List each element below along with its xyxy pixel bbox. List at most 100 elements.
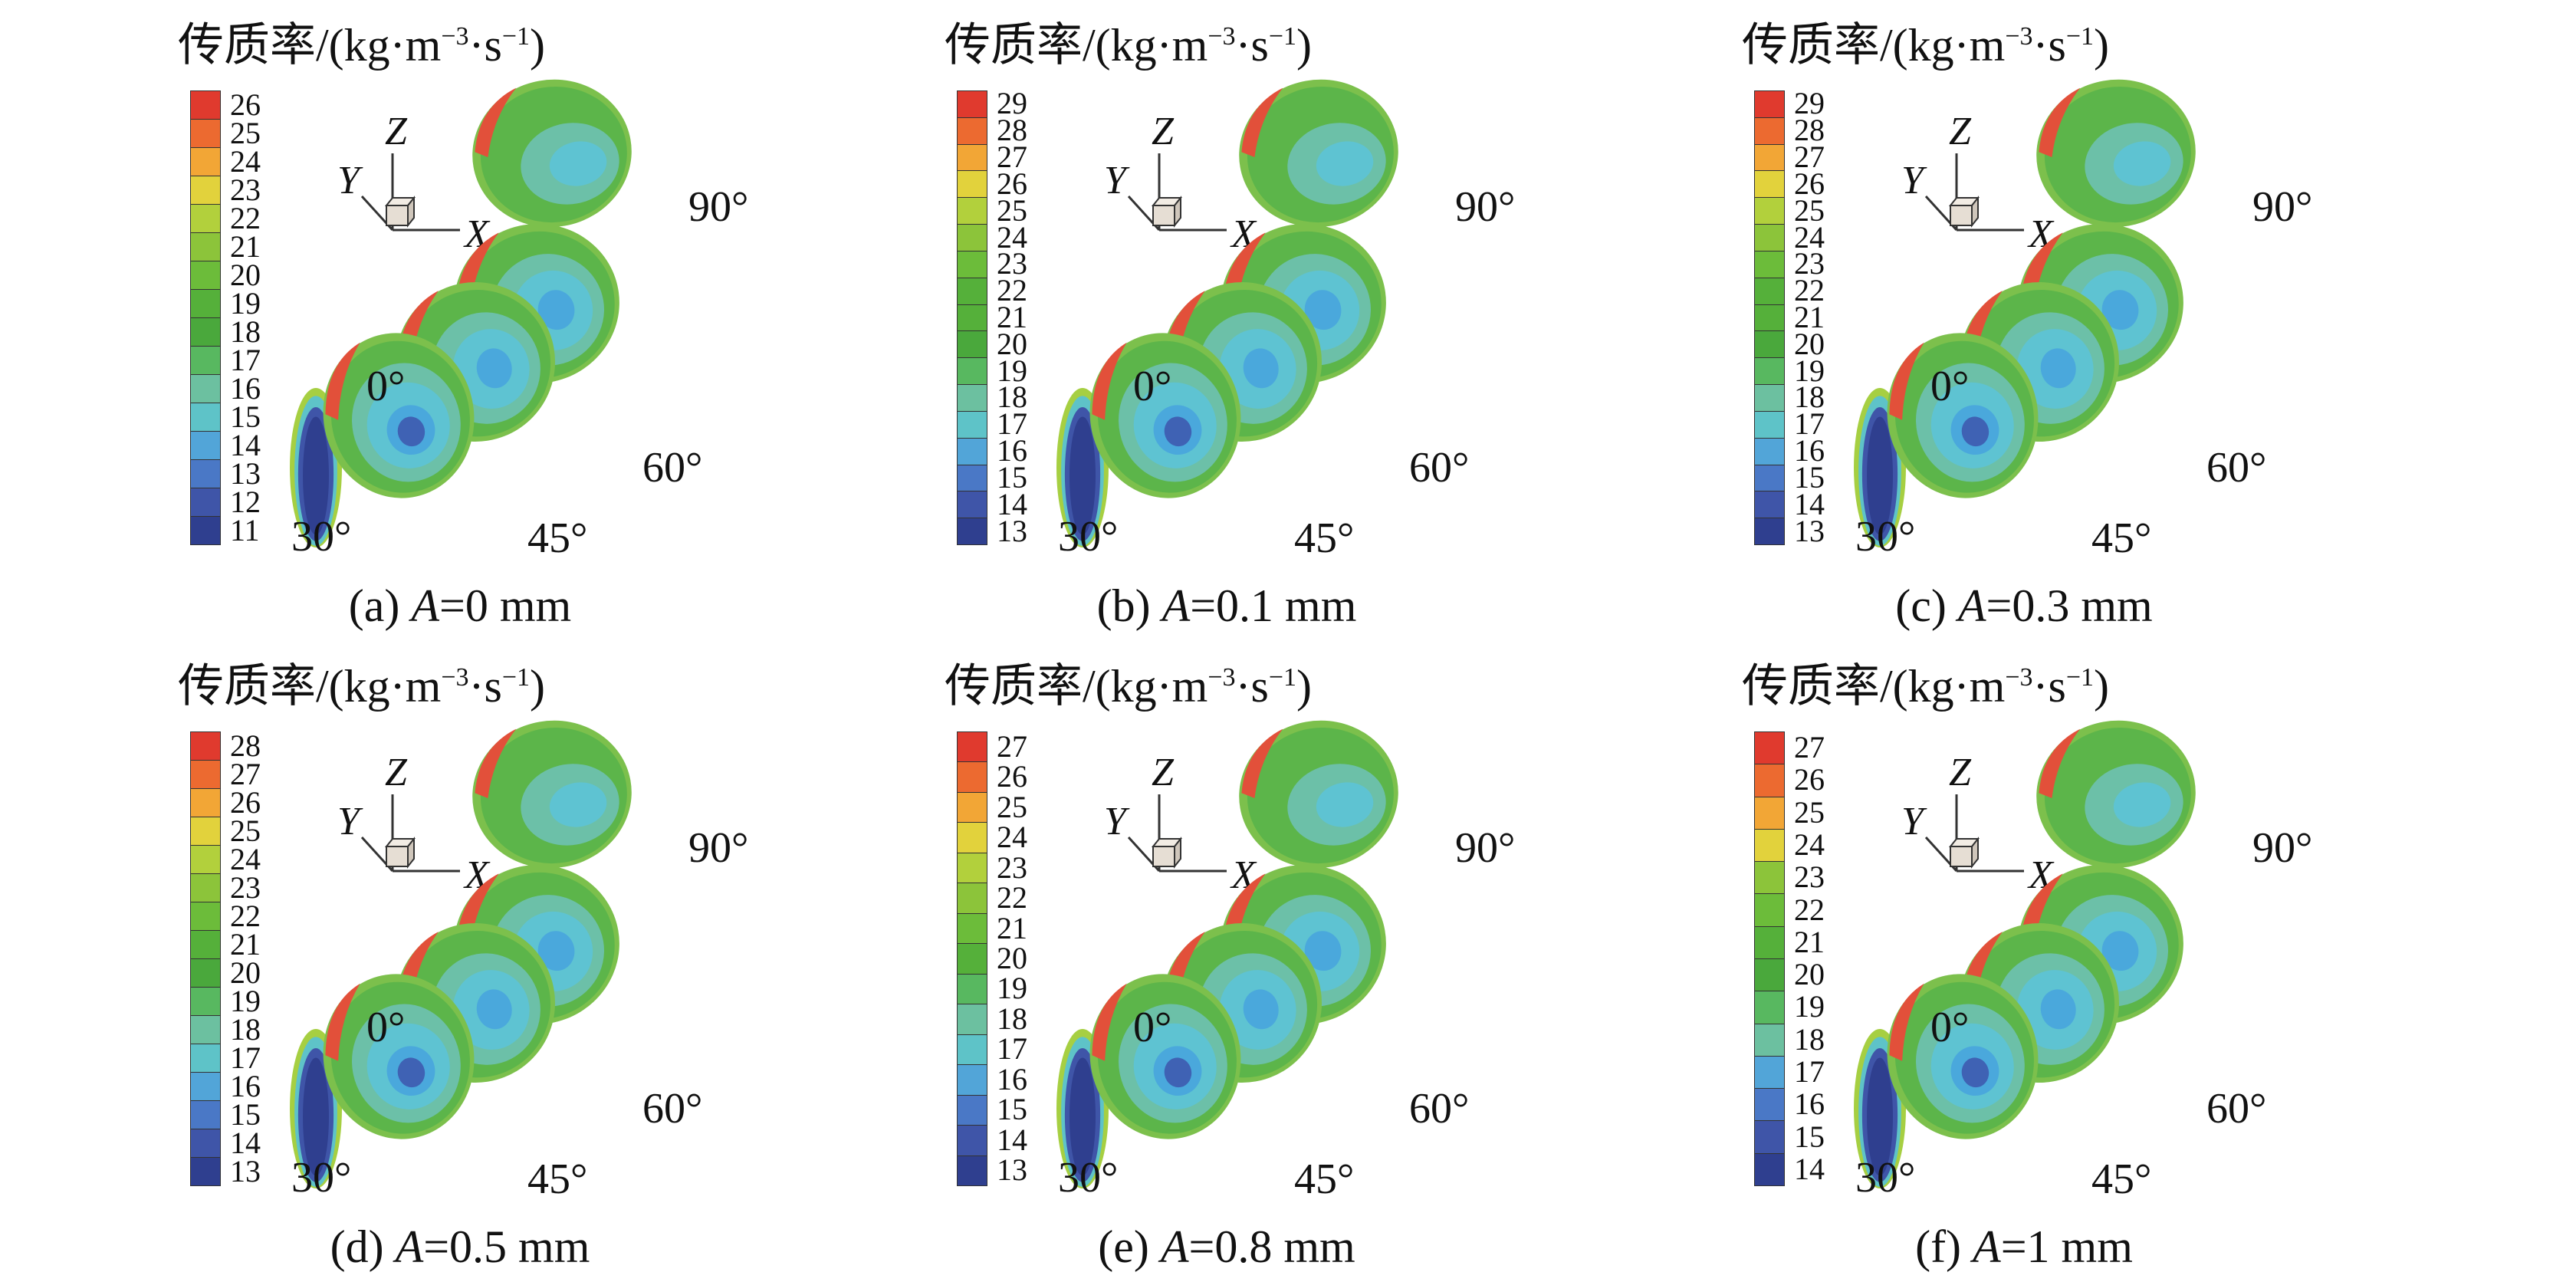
colorbar-segment [957,731,987,763]
colorbar-tick-label: 14 [230,427,261,462]
droplet-30deg [1089,974,1241,1139]
angle-label: 30° [1058,1154,1119,1201]
title-exponent: −3 [2005,663,2033,692]
colorbar-tick-label: 24 [997,820,1027,855]
colorbar-tick-label: 27 [1794,730,1825,765]
colorbar-segment [190,1129,221,1158]
axis-label-z: Z [1152,751,1174,794]
droplet-0deg [290,388,342,547]
title-exponent: −3 [1208,22,1236,51]
title-text: 传质率/(kg·m [945,20,1208,71]
axis-label-z: Z [1949,751,1971,794]
title-exponent: −1 [501,22,531,51]
colorbar-tick-label: 18 [997,1001,1027,1036]
contour-band [1867,416,1893,535]
colorbar-tick-label: 20 [230,257,261,292]
colorbar-tick-label: 14 [997,1122,1027,1157]
angle-label: 45° [527,1155,588,1203]
panel-caption: (f) A=1 mm [1915,1221,2133,1274]
colorbar: 27 26 25 24 23 22 21 20 19 18 17 16 15 14 [1754,731,1825,1186]
colorbar-segment [190,431,221,460]
colorbar-tick-label: 23 [997,850,1027,885]
title-exponent: −3 [441,22,469,51]
title-text: 传质率/(kg·m [1742,661,2006,712]
colorbar-tick-label: 21 [1794,300,1825,334]
contour-band [2113,782,2171,827]
contour-band [1304,931,1342,971]
colorbar-segment [957,330,987,359]
colorbar-segment [957,1125,987,1156]
colorbar: 26 25 24 23 22 21 20 19 18 17 16 15 14 13 12 11 [190,89,261,545]
colorbar-tick-label: 23 [230,172,261,207]
colorbar-segment [190,958,221,988]
colorbar-segment [190,1157,221,1186]
droplet-90deg [1239,720,1398,869]
axis-label-y: Y [337,800,360,843]
droplet-90deg [2036,79,2196,228]
colorbar-segment [1754,1088,1785,1122]
colorbar-tick-label: 22 [1794,892,1825,927]
colorbar-tick-label: 24 [230,841,261,876]
colorbar-tick-label: 25 [1794,794,1825,830]
title-text: ·s [2032,661,2066,712]
colorbar-tick-label: 25 [230,115,261,150]
caption-value: =0.5 mm [423,1221,590,1272]
contour-band [1316,141,1374,186]
colorbar-segment [957,170,987,199]
title-exponent: −3 [2005,22,2033,51]
caption-label: (c) [1895,580,1958,631]
axis-label-y: Y [337,159,360,202]
colorbar-tick-label: 14 [1794,1151,1825,1186]
colorbar-segment [190,731,221,761]
angle-label: 30° [1058,513,1119,560]
contour-band [1316,782,1374,827]
hot-edge [2039,87,2081,157]
colorbar-tick-label: 11 [230,512,260,547]
colorbar-tick-label: 24 [230,143,261,179]
angle-label: 0° [366,363,406,410]
axis-label-y: Y [1104,159,1126,202]
colorbar-segment [1754,117,1785,145]
contour-band [1304,290,1342,330]
colorbar-segment [190,147,221,176]
colorbar-tick-label: 28 [230,728,261,763]
title-text: ) [1296,661,1313,712]
colorbar-segment [1754,1152,1785,1186]
contour-band [476,348,512,389]
angle-label: 30° [1855,513,1916,560]
hot-edge [1889,983,1924,1061]
hot-edge [1092,342,1127,420]
colorbar-segment [190,176,221,205]
colorbar-tick-label: 17 [230,342,261,377]
caption-label: (a) [348,580,412,631]
droplet-90deg [2036,720,2196,869]
contour-band [1164,416,1192,447]
colorbar-tick-label: 26 [1794,762,1825,797]
colorbar-tick-label: 23 [997,246,1027,281]
contour-band [2040,348,2076,389]
colorbar-segment [190,516,221,545]
colorbar-tick-label: 16 [230,370,261,406]
angle-label: 45° [2091,1155,2152,1203]
colorbar-segment [190,459,221,488]
colorbar-segment [957,491,987,519]
colorbar-tick-label: 21 [230,228,261,264]
colorbar-segment [957,518,987,545]
axis-triad-icon [1924,153,2024,232]
colorbar-tick-label: 25 [1794,192,1825,228]
contour-band [1243,348,1279,389]
axis-triad-icon [1127,794,1227,873]
colorbar-tick-label: 18 [1794,380,1825,415]
contour-band [549,782,607,827]
colorbar-tick-label: 15 [997,459,1027,495]
caption-variable: A [411,580,440,631]
panel-e: 传质率/(kg·m−3·s−1) 27 26 25 24 23 22 21 20 19 18 17 16… [767,641,1625,1282]
colorbar-segment [957,197,987,225]
caption-label: (d) [330,1221,396,1272]
angle-label: 45° [527,514,588,562]
axis-label-y: Y [1901,800,1924,843]
colorbar-segment [190,930,221,959]
angle-label: 0° [1930,363,1970,410]
title-exponent: −1 [1268,663,1297,692]
colorbar-tick-label: 24 [1794,827,1825,862]
